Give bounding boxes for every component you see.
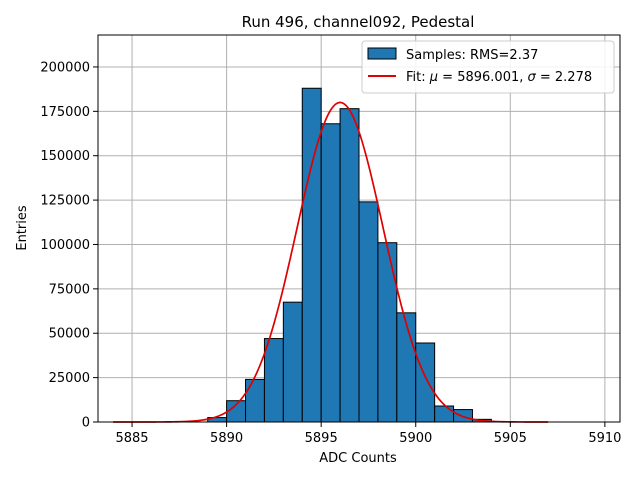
histogram-bar [415,342,436,423]
y-tick-label: 125000 [40,194,90,209]
histogram-bar [339,108,360,423]
x-axis-label: ADC Counts [319,451,397,466]
legend-fit-prefix: Fit: [406,70,430,85]
histogram-bar [358,201,379,423]
histogram-bar [434,405,455,423]
y-axis-label: Entries [15,205,30,251]
plot-frame [97,34,621,423]
y-tick-label: 100000 [40,238,90,253]
legend-fit-mu-value: = 5896.001, [438,70,527,85]
legend-histogram-swatch [367,47,397,60]
x-tick-label: 5890 [210,431,243,446]
x-tick-label: 5895 [305,431,338,446]
legend-fit-mu-symbol: μ [429,70,438,85]
histogram-bar [320,123,341,423]
y-tick-label: 50000 [49,327,90,342]
legend-fit-sigma-value: = 2.278 [536,70,592,85]
legend-histogram-label: Samples: RMS=2.37 [406,48,538,63]
x-axis: 5885 5890 5895 5900 5905 5910 [115,422,621,446]
gaussian-fit [113,101,549,423]
y-tick-label: 0 [82,416,90,431]
x-tick-label: 5905 [494,431,527,446]
histogram-bar [396,312,417,423]
legend-fit-sigma-symbol: σ [528,70,537,85]
histogram-bar [377,242,398,423]
y-tick-label: 75000 [49,282,90,297]
histogram-bar [263,338,284,423]
histogram-bar [245,378,265,423]
legend: Samples: RMS=2.37 Fit: μ = 5896.001, σ =… [361,40,615,94]
x-tick-label: 5900 [399,431,432,446]
legend-fit-label: Fit: μ = 5896.001, σ = 2.278 [406,70,592,85]
histogram-bars [207,87,492,423]
y-tick-label: 200000 [40,60,90,75]
legend-box [361,40,615,94]
histogram-bar [282,301,303,423]
y-tick-label: 150000 [40,149,90,164]
fit-curve [113,101,549,423]
y-tick-label: 25000 [49,371,90,386]
y-axis: 0 25000 50000 75000 100000 125000 150000 175000… [40,60,98,431]
x-tick-label: 5910 [588,431,621,446]
x-tick-label: 5885 [115,431,148,446]
y-tick-label: 175000 [40,105,90,120]
chart-title: Run 496, channel092, Pedestal [242,13,475,31]
